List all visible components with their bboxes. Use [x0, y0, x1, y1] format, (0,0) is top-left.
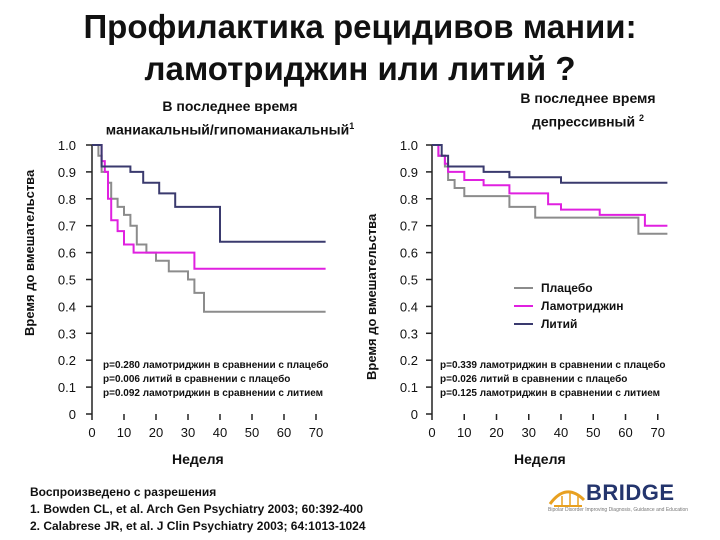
- left-chart-pvalues: p=0.280 ламотриджин в сравнении с плацеб…: [103, 359, 329, 401]
- legend-swatch-lithium: [514, 323, 533, 325]
- title-line-2: ламотриджин или литий ?: [144, 50, 576, 87]
- left-x-tick-label: 40: [213, 425, 227, 440]
- legend-label-lithium: Литий: [541, 317, 578, 331]
- left-subtitle-line1: В последнее время: [162, 98, 298, 114]
- right-pvalue-3: p=0.125 ламотриджин в сравнении с литием: [440, 388, 661, 399]
- bridge-logo: BRIDGE Bipolar Disorder Improving Diagno…: [548, 476, 718, 536]
- right-y-tick-label: 0: [411, 407, 418, 422]
- left-subtitle-sup: 1: [349, 121, 355, 131]
- right-x-axis-label: Неделя: [514, 451, 566, 467]
- right-subtitle-line1: В последнее время: [520, 90, 656, 106]
- slide-title: Профилактика рецидивов мании: ламотриджи…: [0, 6, 720, 90]
- right-y-tick-label: 0.7: [400, 219, 418, 234]
- left-y-tick-label: 0.1: [58, 380, 76, 395]
- legend-label-placebo: Плацебо: [541, 281, 593, 295]
- bridge-logo-icon: [548, 490, 586, 507]
- reference-2: 2. Calabrese JR, et al. J Clin Psychiatr…: [30, 519, 366, 533]
- right-series-placebo: [432, 144, 668, 235]
- right-x-tick-label: 0: [428, 425, 435, 440]
- left-x-tick-label: 50: [245, 425, 259, 440]
- left-x-tick-label: 60: [277, 425, 291, 440]
- left-y-tick-label: 0.9: [58, 165, 76, 180]
- legend-swatch-lamotrigine: [514, 305, 533, 307]
- left-y-tick-label: 0.6: [58, 246, 76, 261]
- left-y-tick-label: 0.4: [58, 299, 76, 314]
- legend-item-lamotrigine: Ламотриджин: [514, 297, 623, 315]
- legend-label-lamotrigine: Ламотриджин: [541, 299, 624, 313]
- left-y-tick-label: 0.3: [58, 326, 76, 341]
- right-y-tick-label: 1.0: [400, 138, 418, 153]
- right-y-tick-label: 0.4: [400, 299, 418, 314]
- right-x-tick-label: 10: [457, 425, 471, 440]
- left-y-tick-label: 0.2: [58, 353, 76, 368]
- right-subtitle-sup: 2: [638, 113, 644, 123]
- right-y-tick-label: 0.3: [400, 326, 418, 341]
- chart-legend: Плацебо Ламотриджин Литий: [514, 279, 623, 333]
- right-x-tick-label: 50: [586, 425, 600, 440]
- right-subtitle-line2: депрессивный 2: [532, 113, 644, 130]
- right-x-tick-label: 60: [618, 425, 632, 440]
- left-y-tick-label: 0.5: [58, 273, 76, 288]
- left-y-tick-label: 1.0: [58, 138, 76, 153]
- legend-item-lithium: Литий: [514, 315, 623, 333]
- legend-item-placebo: Плацебо: [514, 279, 623, 297]
- left-pvalue-1: p=0.280 ламотриджин в сравнении с плацеб…: [103, 360, 329, 371]
- left-y-tick-label: 0.7: [58, 219, 76, 234]
- left-series-placebo: [92, 144, 326, 313]
- right-chart-subtitle: В последнее время депрессивный 2: [478, 88, 698, 132]
- right-x-tick-label: 70: [651, 425, 665, 440]
- left-pvalue-2: p=0.006 литий в сравнении с плацебо: [103, 374, 291, 385]
- left-series-lamotrigine: [92, 144, 326, 270]
- right-series-lamotrigine: [432, 144, 668, 227]
- right-series-lithium: [432, 144, 668, 184]
- right-y-tick-label: 0.9: [400, 165, 418, 180]
- bridge-logo-word: BRIDGE: [586, 480, 675, 505]
- right-pvalue-1: p=0.339 ламотриджин в сравнении с плацеб…: [440, 360, 666, 371]
- right-y-tick-label: 0.2: [400, 353, 418, 368]
- references-heading: Воспроизведено с разрешения: [30, 485, 217, 499]
- left-series-lithium: [92, 144, 326, 243]
- references: Воспроизведено с разрешения 1. Bowden CL…: [30, 484, 366, 535]
- left-pvalue-3: p=0.092 ламотриджин в сравнении с литием: [103, 388, 324, 399]
- reference-1: 1. Bowden CL, et al. Arch Gen Psychiatry…: [30, 502, 364, 516]
- right-x-tick-label: 20: [489, 425, 503, 440]
- right-y-tick-label: 0.1: [400, 380, 418, 395]
- right-y-tick-label: 0.6: [400, 246, 418, 261]
- left-x-tick-label: 70: [309, 425, 323, 440]
- left-x-tick-label: 0: [88, 425, 95, 440]
- legend-swatch-placebo: [514, 287, 533, 289]
- left-x-tick-label: 10: [117, 425, 131, 440]
- left-x-axis-label: Неделя: [172, 451, 224, 467]
- right-chart-pvalues: p=0.339 ламотриджин в сравнении с плацеб…: [440, 359, 666, 401]
- title-line-1: Профилактика рецидивов мании:: [83, 8, 637, 45]
- right-x-tick-label: 40: [554, 425, 568, 440]
- left-y-tick-label: 0: [69, 407, 76, 422]
- left-subtitle-line2: маниакальный/гипоманиакальный1: [105, 121, 355, 138]
- right-x-tick-label: 30: [522, 425, 536, 440]
- left-y-tick-label: 0.8: [58, 192, 76, 207]
- right-y-tick-label: 0.5: [400, 273, 418, 288]
- right-y-tick-label: 0.8: [400, 192, 418, 207]
- right-pvalue-2: p=0.026 литий в сравнении с плацебо: [440, 374, 628, 385]
- left-x-tick-label: 20: [149, 425, 163, 440]
- left-x-tick-label: 30: [181, 425, 195, 440]
- bridge-logo-tagline: Bipolar Disorder Improving Diagnosis, Gu…: [548, 507, 689, 513]
- left-chart-subtitle: В последнее время маниакальный/гипоманиа…: [90, 96, 370, 140]
